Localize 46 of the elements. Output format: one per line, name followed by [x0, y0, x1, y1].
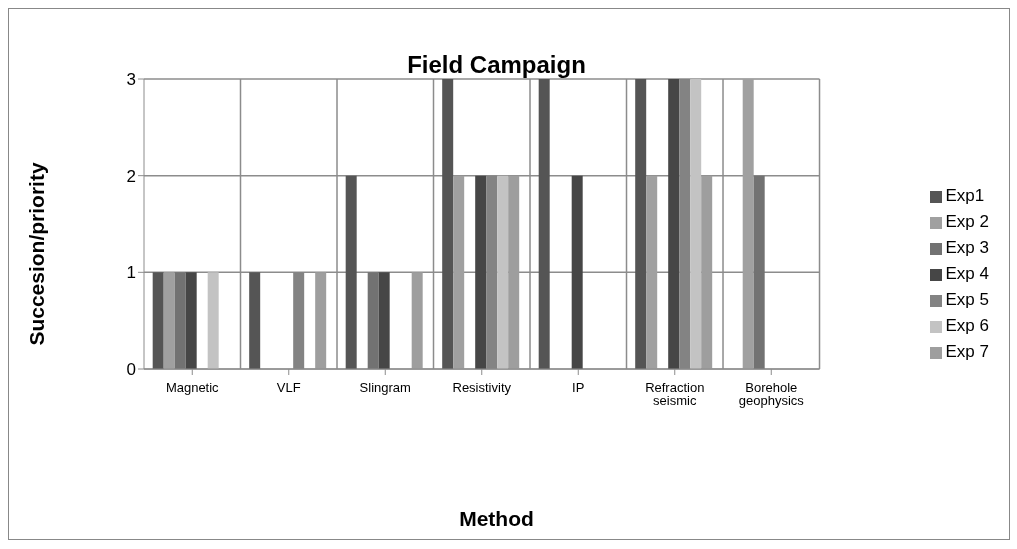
y-axis-title: Succesion/priority [25, 162, 49, 346]
bar [690, 79, 702, 369]
bar [174, 272, 186, 369]
y-tick-label: 2 [126, 166, 136, 186]
legend-label: Exp1 [945, 186, 985, 205]
bar [646, 175, 658, 369]
y-tick-label: 3 [126, 70, 136, 90]
bar [442, 79, 454, 369]
bar [249, 272, 261, 369]
bar [475, 175, 487, 369]
legend-label: Exp 3 [945, 238, 989, 257]
bar [497, 175, 509, 369]
bar [538, 79, 550, 369]
legend-label: Exp 4 [945, 264, 989, 283]
legend-label: Exp 5 [945, 290, 989, 309]
bar [742, 79, 754, 369]
bar [668, 79, 680, 369]
x-tick-label: Borehole geophysics [738, 380, 805, 409]
x-tick-label: IP [572, 380, 585, 396]
bar [571, 175, 583, 369]
bar [635, 79, 647, 369]
bar [163, 272, 175, 369]
bar [315, 272, 327, 369]
legend-label: Exp 2 [945, 212, 989, 231]
bar [753, 175, 765, 369]
x-axis-title: Method [458, 507, 535, 531]
x-tick-label: Refraction seismic [645, 380, 705, 409]
chart-title: Field Campaign [407, 51, 586, 78]
bar [453, 175, 465, 369]
bar [207, 272, 219, 369]
x-tick-label: VLF [276, 380, 301, 396]
bar [701, 175, 713, 369]
bar [152, 272, 164, 369]
legend-label: Exp 6 [945, 316, 989, 335]
x-tick-label: Slingram [359, 380, 411, 396]
bar [367, 272, 379, 369]
bar [411, 272, 423, 369]
bar [345, 175, 357, 369]
bar [378, 272, 390, 369]
legend-label: Exp 7 [945, 342, 989, 361]
x-tick-label: Magnetic [165, 380, 220, 396]
bar [508, 175, 520, 369]
bar [185, 272, 197, 369]
y-tick-label: 0 [126, 360, 136, 380]
x-tick-label: Resistivity [452, 380, 512, 396]
y-tick-label: 1 [126, 263, 136, 283]
